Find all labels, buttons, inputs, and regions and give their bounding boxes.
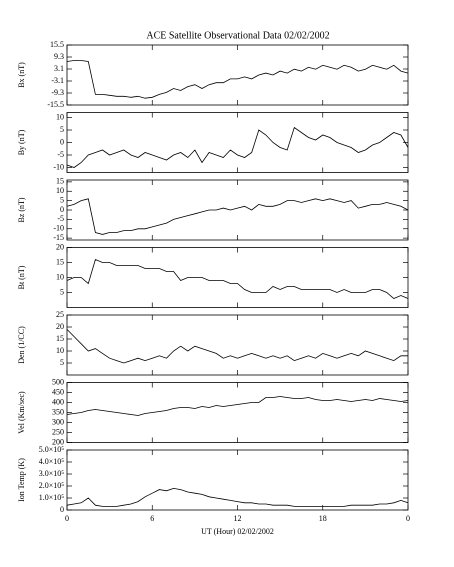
x-tick-label: 0 [406, 514, 410, 523]
y-tick-label: 10 [56, 186, 64, 195]
y-tick-label: 10 [56, 272, 64, 281]
y-axis-label: Bt (nT) [17, 265, 26, 289]
y-tick-label: 350 [52, 407, 64, 416]
y-tick-label: 15 [56, 177, 64, 186]
y-tick-label: -9.3 [51, 88, 64, 97]
y-tick-label: 10 [56, 346, 64, 355]
data-line [66, 396, 409, 416]
y-tick-label: 5 [60, 287, 64, 296]
y-tick-label: -5 [57, 214, 64, 223]
y-tick-label: 2.0×10⁵ [39, 481, 65, 490]
x-tick-label: 12 [234, 514, 242, 523]
y-axis-label: By (nT) [17, 129, 26, 155]
y-tick-label: 25 [56, 310, 64, 319]
panel-frame [66, 112, 409, 173]
y-axis-label: Bx (nT) [17, 62, 26, 88]
y-tick-label: 250 [52, 427, 64, 436]
y-tick-label: 15 [56, 257, 64, 266]
y-axis-label: Bz (nT) [17, 197, 26, 222]
y-tick-label: 0 [60, 137, 64, 146]
y-tick-label: 10 [56, 112, 64, 121]
y-tick-label: 1.0×10⁵ [39, 493, 65, 502]
y-tick-label: 15.5 [50, 40, 64, 49]
y-axis-label: Den (1/CC) [17, 326, 26, 364]
y-tick-label: 500 [52, 377, 64, 386]
y-tick-label: 0 [60, 505, 64, 514]
y-tick-label: 5 [60, 195, 64, 204]
y-tick-label: 3.1 [54, 64, 64, 73]
y-tick-label: 20 [56, 242, 64, 251]
panel-frame [66, 247, 409, 308]
data-line [66, 126, 409, 168]
data-line [66, 487, 409, 507]
y-tick-label: 400 [52, 397, 64, 406]
panel-frame [66, 314, 409, 376]
y-tick-label: -15 [53, 233, 64, 242]
panel-frame [66, 449, 409, 511]
y-axis-label: Vel (Km/sec) [17, 391, 26, 434]
y-tick-label: 15 [56, 334, 64, 343]
y-tick-label: 9.3 [54, 52, 64, 61]
y-tick-label: -3.1 [51, 76, 64, 85]
data-line [66, 198, 409, 235]
data-line [66, 60, 409, 99]
y-tick-label: 200 [52, 437, 64, 446]
y-tick-label: 4.0×10⁵ [39, 457, 65, 466]
panel-frame [66, 179, 409, 241]
x-axis-label: UT (Hour) 02/02/2002 [201, 527, 274, 536]
y-tick-label: 450 [52, 387, 64, 396]
y-tick-label: 300 [52, 417, 64, 426]
y-tick-label: 0 [60, 205, 64, 214]
y-tick-label: -15.5 [47, 100, 64, 109]
y-tick-label: -10 [53, 224, 64, 233]
y-tick-label: 5 [60, 125, 64, 134]
y-tick-label: 5.0×10⁵ [39, 445, 65, 454]
x-tick-label: 18 [319, 514, 327, 523]
y-tick-label: -10 [53, 162, 64, 171]
x-tick-label: 0 [65, 514, 69, 523]
y-tick-label: 20 [56, 322, 64, 331]
chart-title: ACE Satellite Observational Data 02/02/2… [146, 30, 329, 41]
data-line [66, 329, 408, 364]
x-tick-label: 6 [150, 514, 154, 523]
y-tick-label: 5 [60, 358, 64, 367]
y-axis-label: Ion Temp (K) [17, 458, 26, 502]
data-line [66, 258, 409, 299]
y-tick-label: -5 [57, 150, 64, 159]
y-tick-label: 3.0×10⁵ [39, 469, 65, 478]
